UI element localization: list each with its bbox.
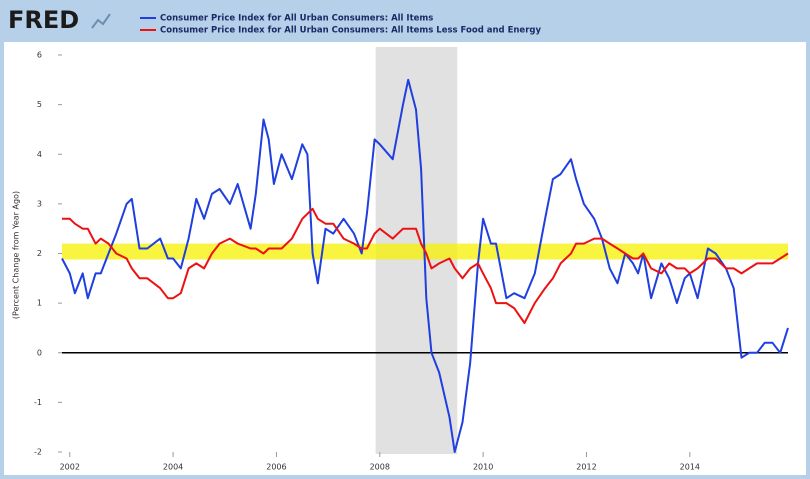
y-tick-label: -2 — [34, 448, 42, 457]
x-tick-label: 2014 — [680, 463, 700, 472]
x-tick-label: 2006 — [266, 463, 286, 472]
y-tick-label: 3 — [37, 199, 42, 208]
y-tick-label: -1 — [34, 398, 42, 407]
y-tick-label: 4 — [37, 150, 42, 159]
y-tick-label: 1 — [37, 299, 42, 308]
y-tick-label: 2 — [37, 249, 42, 258]
x-tick-label: 2010 — [473, 463, 493, 472]
logo-icon — [91, 13, 111, 29]
series-line — [62, 207, 789, 324]
y-axis-label: (Percent Change from Year Ago) — [12, 191, 21, 319]
x-tick-label: 2004 — [163, 463, 183, 472]
legend-label: Consumer Price Index for All Urban Consu… — [160, 26, 541, 36]
y-tick-label: 0 — [37, 348, 42, 357]
x-tick-label: 2008 — [370, 463, 390, 472]
x-tick-label: 2002 — [60, 463, 80, 472]
x-tick-label: 2012 — [576, 463, 596, 472]
y-tick-label: 5 — [37, 100, 42, 109]
series-line — [61, 78, 789, 453]
legend-label: Consumer Price Index for All Urban Consu… — [160, 14, 433, 24]
y-tick-label: 6 — [37, 51, 42, 60]
brand-logo[interactable]: FRED — [8, 6, 79, 34]
